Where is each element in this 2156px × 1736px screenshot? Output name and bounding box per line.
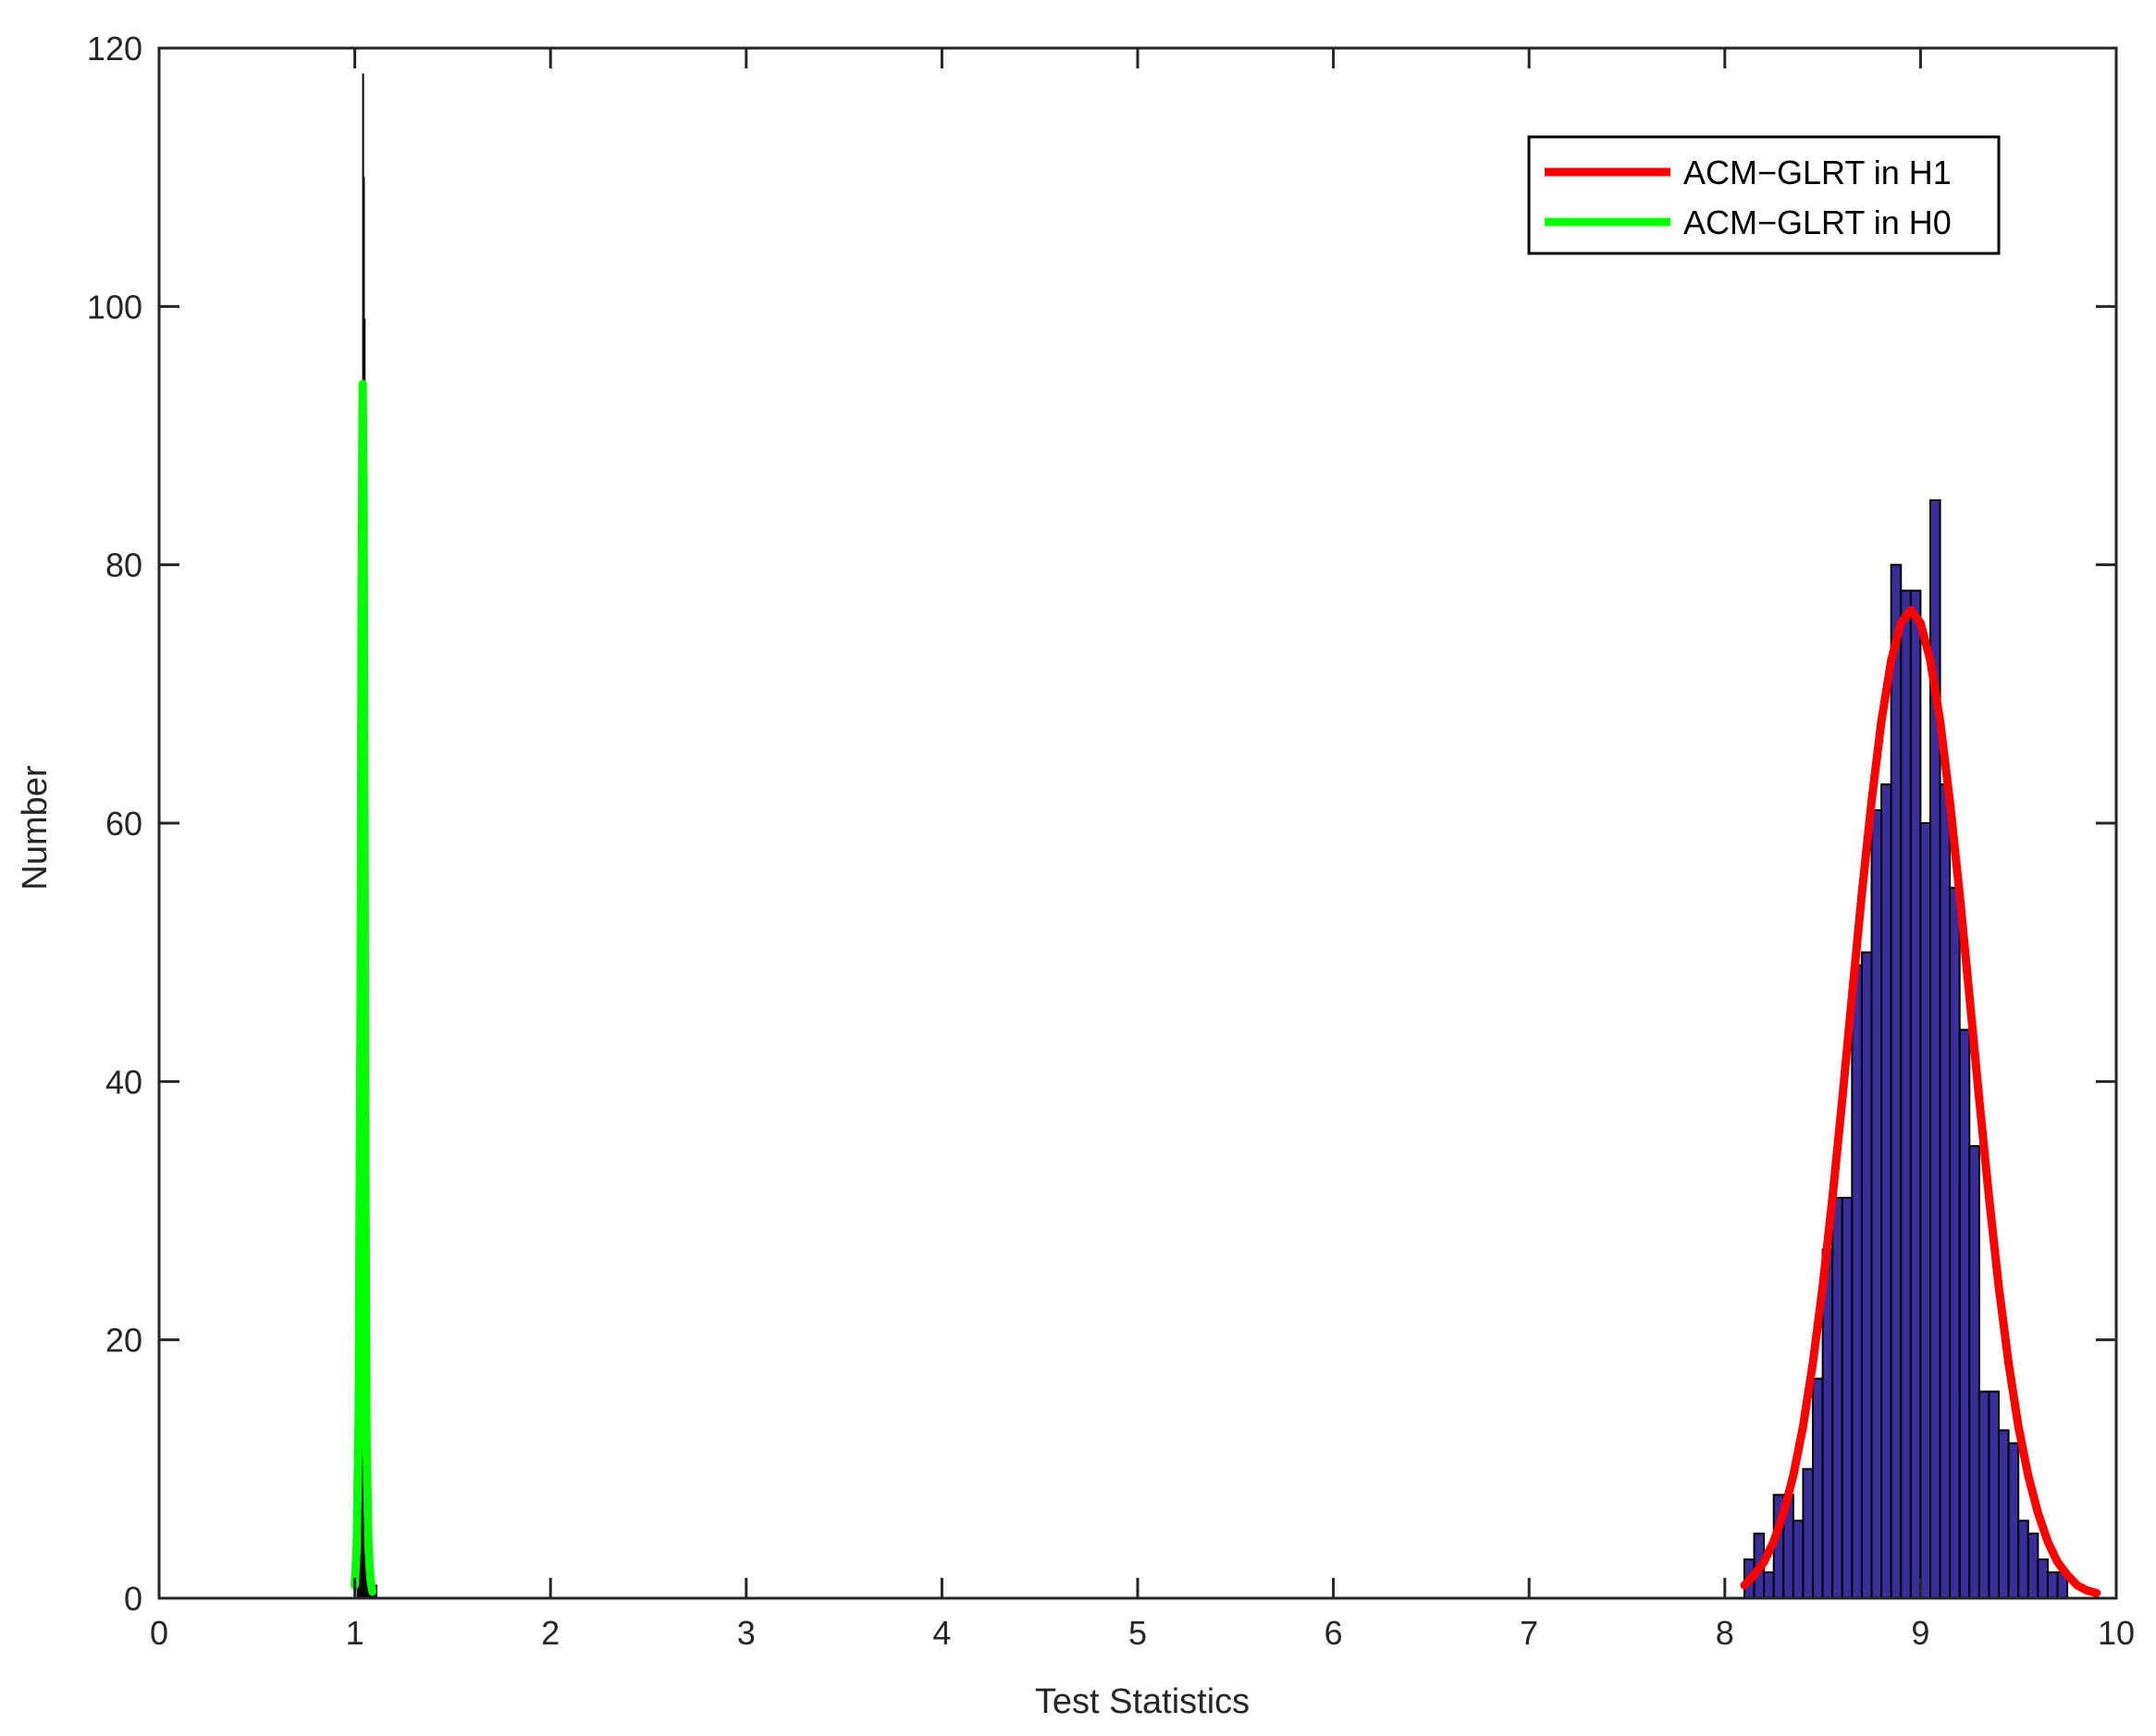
hist-0-bar-9 bbox=[1831, 1197, 1843, 1599]
hist-0-bar-23 bbox=[1968, 1145, 1980, 1599]
x-tick-label: 6 bbox=[1324, 1614, 1343, 1652]
x-tick-label: 9 bbox=[1911, 1614, 1929, 1652]
x-tick-label: 2 bbox=[541, 1614, 560, 1652]
series-line-1 bbox=[351, 379, 377, 1596]
legend-box bbox=[1527, 135, 2001, 255]
hist-0-bar-30 bbox=[2037, 1558, 2049, 1599]
hist-0-bar-26 bbox=[1998, 1429, 2010, 1600]
hist-0-bar-6 bbox=[1802, 1468, 1815, 1600]
hist-0-bar-16 bbox=[1900, 589, 1912, 1599]
hist-0-bar-15 bbox=[1890, 563, 1903, 1600]
x-tick-label: 8 bbox=[1716, 1614, 1734, 1652]
hist-0-bar-10 bbox=[1841, 1197, 1854, 1599]
hist-0-bar-27 bbox=[2007, 1442, 2020, 1600]
axes bbox=[157, 46, 2118, 1600]
hist-0-bar-18 bbox=[1919, 822, 1931, 1599]
x-tick-label: 0 bbox=[150, 1614, 168, 1652]
legend-label-h1: ACM−GLRT in H1 bbox=[1683, 154, 1952, 191]
x-tick-label: 5 bbox=[1128, 1614, 1147, 1652]
y-tick-label: 100 bbox=[87, 288, 142, 326]
y-tick-label: 120 bbox=[87, 30, 142, 68]
hist-0-bar-28 bbox=[2017, 1520, 2029, 1599]
hist-0-bar-31 bbox=[2046, 1571, 2059, 1599]
hist-0-bar-22 bbox=[1958, 1028, 1971, 1599]
y-axis-label: Number bbox=[16, 765, 55, 890]
hist-0-bar-17 bbox=[1909, 589, 1922, 1599]
hist-0-bar-12 bbox=[1860, 951, 1873, 1599]
hist-0-bar-5 bbox=[1792, 1520, 1805, 1599]
hist-0-bar-24 bbox=[1977, 1390, 1990, 1599]
hist-0-bar-14 bbox=[1880, 783, 1892, 1599]
y-tick-label: 0 bbox=[124, 1580, 142, 1618]
hist-0-bar-11 bbox=[1851, 964, 1863, 1599]
y-tick-label: 40 bbox=[105, 1063, 142, 1101]
hist-0-bar-2 bbox=[1763, 1571, 1775, 1599]
y-tick-label: 60 bbox=[105, 805, 142, 843]
y-tick-label: 20 bbox=[105, 1322, 142, 1360]
legend-label-h0: ACM−GLRT in H0 bbox=[1683, 203, 1952, 241]
fit-curves-layer bbox=[351, 379, 2101, 1597]
x-tick-label: 10 bbox=[2098, 1614, 2135, 1652]
x-tick-label: 1 bbox=[346, 1614, 364, 1652]
legend: ACM−GLRT in H1 ACM−GLRT in H0 bbox=[1527, 135, 2001, 255]
x-tick-label: 4 bbox=[932, 1614, 951, 1652]
hist-0-bar-13 bbox=[1870, 809, 1883, 1599]
hist-0-bar-20 bbox=[1939, 783, 1952, 1599]
hist-0-bar-25 bbox=[1988, 1390, 2001, 1599]
y-tick-label: 80 bbox=[105, 547, 142, 585]
hist-0-bar-7 bbox=[1812, 1377, 1824, 1599]
hist-0-bar-29 bbox=[2027, 1533, 2039, 1599]
x-tick-label: 7 bbox=[1520, 1614, 1538, 1652]
x-axis-label: Test Statistics bbox=[1035, 1682, 1250, 1721]
x-tick-label: 3 bbox=[737, 1614, 756, 1652]
hist-0-bar-21 bbox=[1949, 886, 1961, 1599]
series-line-0 bbox=[1740, 606, 2101, 1597]
